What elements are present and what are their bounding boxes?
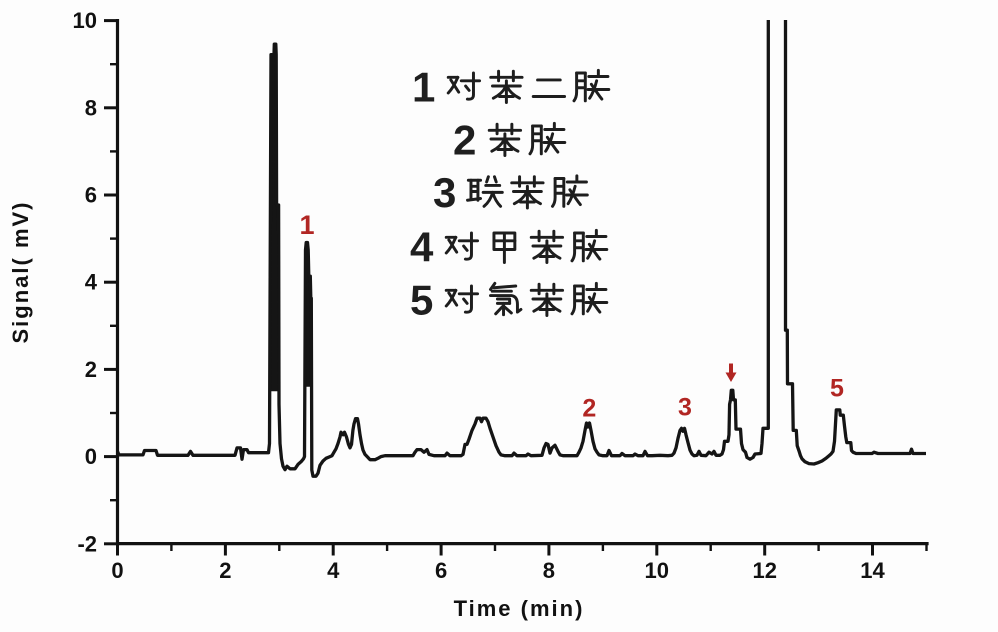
svg-text:8: 8 bbox=[543, 558, 555, 583]
svg-text:8: 8 bbox=[85, 95, 97, 120]
svg-text:2: 2 bbox=[85, 357, 97, 382]
svg-text:1: 1 bbox=[412, 64, 435, 111]
svg-text:4: 4 bbox=[327, 558, 340, 583]
svg-text:6: 6 bbox=[435, 558, 447, 583]
svg-text:3: 3 bbox=[433, 169, 456, 216]
svg-text:0: 0 bbox=[111, 558, 123, 583]
svg-text:6: 6 bbox=[85, 183, 97, 208]
svg-text:1: 1 bbox=[299, 210, 314, 240]
svg-text:Time (min): Time (min) bbox=[454, 596, 585, 621]
svg-text:2: 2 bbox=[582, 395, 596, 423]
svg-text:10: 10 bbox=[73, 8, 97, 33]
svg-text:2: 2 bbox=[453, 117, 476, 164]
svg-text:5: 5 bbox=[410, 277, 433, 324]
svg-text:10: 10 bbox=[645, 558, 669, 583]
svg-text:-2: -2 bbox=[77, 531, 97, 556]
svg-text:4: 4 bbox=[410, 224, 434, 271]
svg-text:14: 14 bbox=[860, 558, 885, 583]
svg-text:12: 12 bbox=[752, 558, 776, 583]
svg-text:Signal( mV): Signal( mV) bbox=[8, 200, 33, 343]
svg-text:0: 0 bbox=[85, 444, 97, 469]
svg-text:3: 3 bbox=[678, 394, 692, 422]
svg-text:5: 5 bbox=[830, 375, 844, 403]
svg-text:4: 4 bbox=[85, 270, 98, 295]
svg-text:2: 2 bbox=[219, 558, 231, 583]
